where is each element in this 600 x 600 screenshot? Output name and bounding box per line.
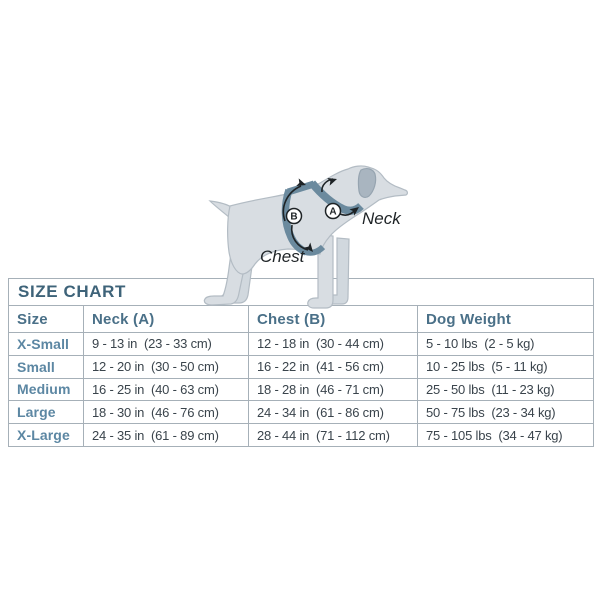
column-header-dog-weight: Dog Weight [417, 306, 593, 332]
neck-arrow-head-top [327, 177, 337, 186]
neck-arrow-upper-arc [321, 178, 334, 193]
size-chart-table: SIZE CHART Size Neck (A) Chest (B) Dog W… [8, 278, 594, 447]
weight-cell: 25 - 50 lbs (11 - 23 kg) [417, 377, 593, 401]
chest-cell: 18 - 28 in (46 - 71 cm) [248, 377, 417, 401]
dog-ear-icon [357, 168, 377, 198]
measurement-arrows [282, 178, 357, 251]
reference-points: A B [285, 202, 342, 225]
chest-cell: 12 - 18 in (30 - 44 cm) [248, 332, 417, 355]
neck-cell: 18 - 30 in (46 - 76 cm) [83, 400, 248, 424]
harness-neck-strap [308, 180, 364, 215]
dog-body [227, 165, 408, 275]
column-header-neck: Neck (A) [83, 306, 248, 332]
harness-girth-strap [281, 188, 308, 256]
neck-arrow-head-right [349, 207, 359, 216]
point-b-label: B [290, 212, 297, 223]
size-chart-title: SIZE CHART [9, 279, 593, 306]
harness-belly-strap [304, 244, 326, 256]
neck-arrow-right-arc [339, 208, 357, 216]
point-b-circle [285, 207, 303, 225]
weight-cell: 5 - 10 lbs (2 - 5 kg) [417, 332, 593, 355]
harness [281, 180, 364, 256]
size-cell: X-Small [9, 332, 83, 355]
arrowheads [296, 177, 359, 252]
chest-arrow-head-bottom [304, 242, 313, 252]
size-cell: X-Large [9, 423, 83, 446]
neck-cell: 9 - 13 in (23 - 33 cm) [83, 332, 248, 355]
weight-cell: 10 - 25 lbs (5 - 11 kg) [417, 354, 593, 378]
size-cell: Large [9, 400, 83, 423]
dog-tail [208, 200, 234, 220]
harness-back-strap [286, 180, 316, 196]
point-a-label: A [329, 207, 336, 218]
neck-cell: 16 - 25 in (40 - 63 cm) [83, 377, 248, 401]
weight-cell: 75 - 105 lbs (34 - 47 kg) [417, 423, 593, 446]
size-cell: Medium [9, 377, 83, 401]
chest-cell: 16 - 22 in (41 - 56 cm) [248, 354, 417, 378]
chest-cell: 24 - 34 in (61 - 86 cm) [248, 400, 417, 424]
weight-cell: 50 - 75 lbs (23 - 34 kg) [417, 400, 593, 424]
column-header-chest: Chest (B) [248, 306, 417, 332]
point-a-circle [324, 202, 342, 220]
neck-label: Neck [362, 209, 402, 228]
chest-arrow-upper-arc [282, 185, 302, 222]
size-chart-grid: Size Neck (A) Chest (B) Dog Weight X-Sma… [9, 306, 593, 446]
size-cell: Small [9, 354, 83, 378]
chest-cell: 28 - 44 in (71 - 112 cm) [248, 423, 417, 446]
chest-arrow-lower-arc [290, 224, 309, 251]
column-header-size: Size [17, 310, 48, 328]
chest-label: Chest [260, 247, 306, 266]
neck-cell: 12 - 20 in (30 - 50 cm) [83, 354, 248, 378]
neck-cell: 24 - 35 in (61 - 89 cm) [83, 423, 248, 446]
chest-arrow-head-top [296, 178, 306, 187]
